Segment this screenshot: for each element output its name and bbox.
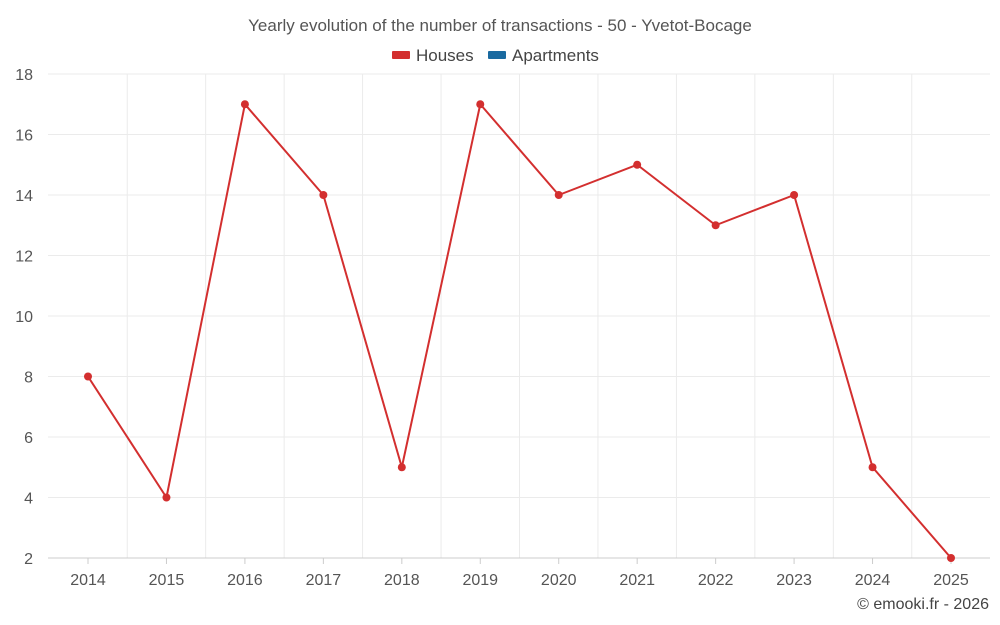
y-tick-label-16: 16 bbox=[15, 128, 33, 145]
y-tick-label-14: 14 bbox=[15, 188, 33, 205]
data-point-houses-2025[interactable] bbox=[947, 554, 955, 562]
x-axis: 2014 2015 2016 2017 2018 2019 2020 2021 2022 2023… bbox=[48, 557, 990, 589]
data-point-houses-2015[interactable] bbox=[162, 493, 171, 502]
legend-swatch-houses bbox=[392, 51, 410, 59]
y-tick-label-2: 2 bbox=[24, 551, 33, 568]
data-point-houses-2017[interactable] bbox=[319, 191, 328, 199]
x-tick-label-2020: 2020 bbox=[541, 572, 577, 589]
legend-label-apartments: Apartments bbox=[512, 46, 599, 65]
data-point-houses-2021[interactable] bbox=[633, 160, 642, 169]
x-tick-label-2017: 2017 bbox=[306, 572, 342, 589]
data-point-houses-2020[interactable] bbox=[554, 191, 563, 199]
x-tick-label-2014: 2014 bbox=[70, 572, 106, 589]
data-point-houses-2018[interactable] bbox=[397, 463, 406, 472]
x-tick-label-2023: 2023 bbox=[776, 572, 812, 589]
x-tick-label-2021: 2021 bbox=[619, 572, 655, 589]
legend-swatch-apartments bbox=[488, 51, 506, 59]
series-line-houses bbox=[87, 103, 952, 559]
x-tick-label-2025: 2025 bbox=[933, 572, 969, 589]
legend: Houses Apartments bbox=[392, 46, 599, 65]
data-point-houses-2019[interactable] bbox=[476, 100, 485, 109]
credit-text: © emooki.fr - 2026 bbox=[857, 596, 989, 613]
y-tick-label-6: 6 bbox=[24, 430, 33, 447]
x-tick-label-2018: 2018 bbox=[384, 572, 420, 589]
y-tick-label-10: 10 bbox=[15, 309, 33, 326]
x-tick-label-2015: 2015 bbox=[149, 572, 185, 589]
data-point-houses-2014[interactable] bbox=[84, 372, 92, 381]
data-point-houses-2023[interactable] bbox=[790, 191, 799, 199]
y-tick-label-8: 8 bbox=[24, 370, 33, 387]
series-layer bbox=[84, 100, 955, 562]
y-tick-label-4: 4 bbox=[24, 491, 33, 508]
data-point-houses-2022[interactable] bbox=[711, 221, 720, 230]
data-point-houses-2016[interactable] bbox=[240, 100, 249, 109]
x-tick-label-2019: 2019 bbox=[462, 572, 498, 589]
grid bbox=[48, 73, 990, 558]
chart-title: Yearly evolution of the number of transa… bbox=[248, 16, 752, 35]
legend-label-houses: Houses bbox=[416, 46, 474, 65]
y-tick-label-18: 18 bbox=[15, 67, 33, 84]
x-tick-label-2022: 2022 bbox=[698, 572, 734, 589]
x-tick-label-2024: 2024 bbox=[855, 572, 891, 589]
data-point-houses-2024[interactable] bbox=[868, 463, 877, 472]
x-tick-label-2016: 2016 bbox=[227, 572, 263, 589]
legend-item-houses[interactable]: Houses bbox=[392, 46, 474, 65]
y-axis: 2 4 6 8 10 12 14 16 18 bbox=[15, 67, 33, 568]
legend-item-apartments[interactable]: Apartments bbox=[488, 46, 599, 65]
y-tick-label-12: 12 bbox=[15, 249, 33, 266]
